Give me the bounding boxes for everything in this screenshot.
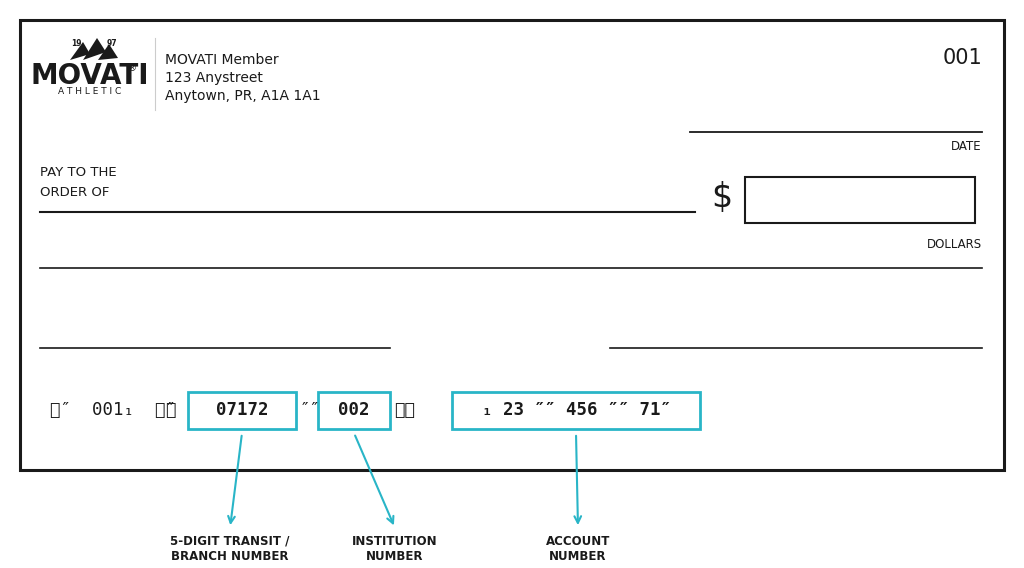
Polygon shape [70,42,90,60]
Bar [745,177,975,223]
Text: ⑇⑆: ⑇⑆ [394,401,415,419]
Text: 97: 97 [106,39,118,48]
Text: A T H L E T I C: A T H L E T I C [58,86,122,95]
Text: DOLLARS: DOLLARS [927,237,982,250]
Text: 002: 002 [338,401,370,419]
Bar [188,392,296,429]
Polygon shape [98,44,118,60]
Text: $: $ [712,181,732,214]
Text: PAY TO THE
ORDER OF: PAY TO THE ORDER OF [40,166,117,199]
Text: 5-DIGIT TRANSIT /
BRANCH NUMBER: 5-DIGIT TRANSIT / BRANCH NUMBER [170,535,290,563]
Polygon shape [83,38,106,60]
Bar [318,392,390,429]
Text: ACCOUNT
NUMBER: ACCOUNT NUMBER [546,535,610,563]
Text: ₁ 23 ″″ 456 ″″ 71″: ₁ 23 ″″ 456 ″″ 71″ [481,401,671,419]
Text: ⑆″  001₁  ⑆″: ⑆″ 001₁ ⑆″ [50,401,176,419]
Text: MOVATI: MOVATI [31,62,150,90]
Text: ®: ® [128,65,136,73]
Text: 123 Anystreet: 123 Anystreet [165,71,263,85]
Text: 001: 001 [942,48,982,68]
Text: INSTITUTION
NUMBER: INSTITUTION NUMBER [352,535,438,563]
Bar [452,392,700,429]
Text: DATE: DATE [951,140,982,152]
Text: 07172: 07172 [216,401,268,419]
Text: ⑇: ⑇ [166,401,176,419]
Text: 19: 19 [71,39,81,48]
Text: MOVATI Member: MOVATI Member [165,53,279,67]
Bar [20,20,1004,470]
Text: Anytown, PR, A1A 1A1: Anytown, PR, A1A 1A1 [165,89,321,103]
Text: ″″: ″″ [300,401,321,419]
